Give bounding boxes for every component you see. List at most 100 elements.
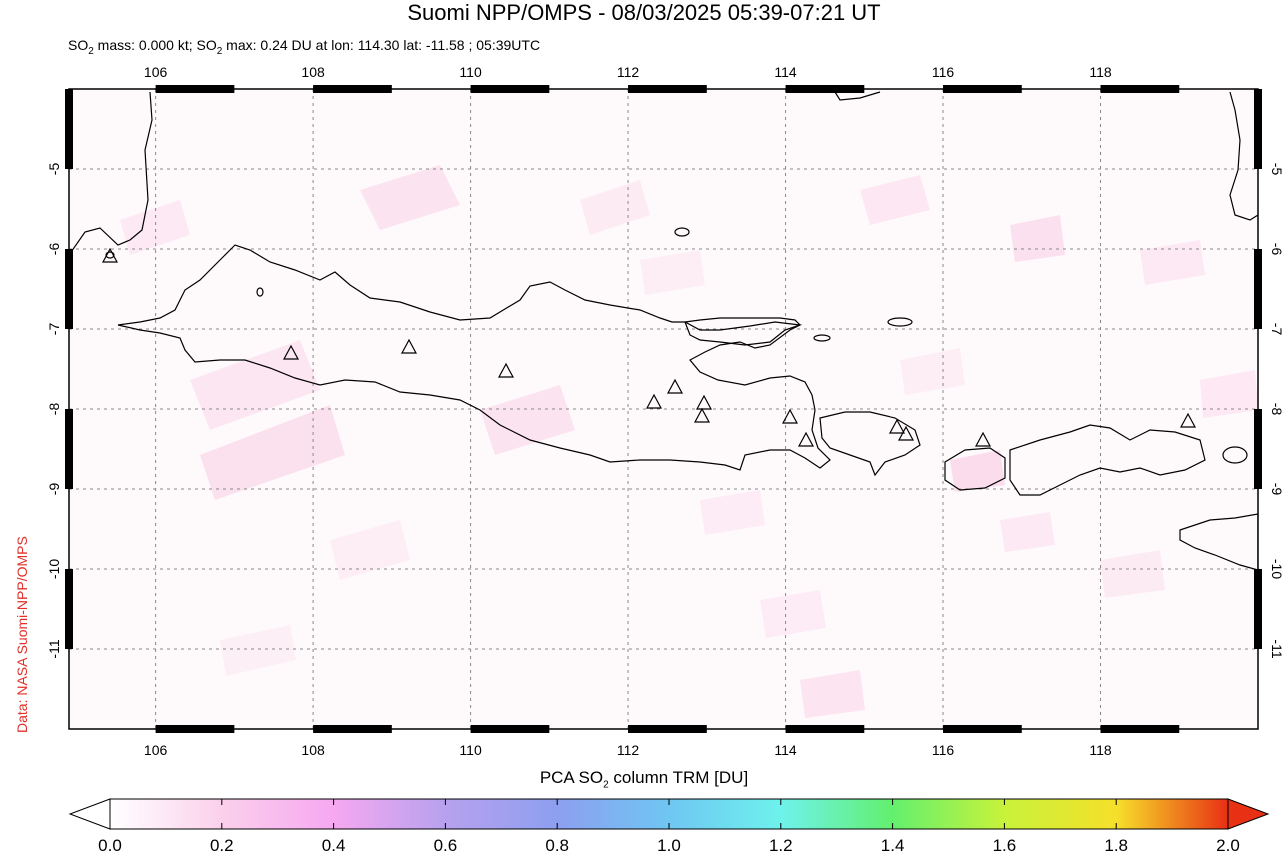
madura-coast <box>684 317 802 346</box>
island-bawean <box>887 317 913 327</box>
lon-tick-label: 116 <box>932 64 955 80</box>
lat-tick-label: -9 <box>46 483 62 496</box>
sumbawa-coast <box>1009 424 1206 496</box>
colorbar-under-arrow <box>68 798 111 830</box>
map-title: Suomi NPP/OMPS - 08/03/2025 05:39-07:21 … <box>407 0 881 25</box>
frame-bar-top <box>943 85 1022 93</box>
frame-bar-bottom <box>155 725 235 733</box>
frame-bar-bottom <box>785 725 865 733</box>
volcano-markers <box>101 247 1197 447</box>
frame-bar-left <box>65 249 73 329</box>
colorbar-tick-label: 0.6 <box>433 836 458 855</box>
volcano-triangle-icon <box>897 425 915 441</box>
lat-tick-label: -9 <box>1269 483 1285 496</box>
lon-tick-label: 106 <box>144 742 168 758</box>
lon-tick-label: 112 <box>617 742 640 758</box>
lon-labels-bottom: 106 108 110 112 114 116 118 <box>144 742 1112 758</box>
kalimantan-coast <box>834 91 881 101</box>
lat-tick-label: -11 <box>1269 639 1285 658</box>
sumatra-coast <box>69 91 153 256</box>
lon-labels-top: 106 108 110 112 114 116 118 <box>144 64 1112 80</box>
lon-tick-label: 110 <box>459 64 482 80</box>
frame-bar-bottom <box>943 725 1022 733</box>
colorbar-tick-label: 0.2 <box>209 836 234 855</box>
sumba-coast <box>1179 513 1258 571</box>
lat-labels-right: -5 -6 -7 -8 -9 -10 -11 <box>1269 163 1285 659</box>
island-kangean <box>813 334 831 342</box>
frame-bar-bottom <box>1100 725 1180 733</box>
volcano-triangle-icon <box>797 431 815 447</box>
frame-bar-right <box>1254 409 1262 489</box>
frame-bar-bottom <box>313 725 392 733</box>
colorbar-tick-label: 1.8 <box>1104 836 1129 855</box>
frame-bar-bottom <box>628 725 707 733</box>
lon-tick-label: 118 <box>1089 64 1112 80</box>
lat-tick-label: -6 <box>1269 243 1285 256</box>
frame-bar-right <box>1254 89 1262 169</box>
colorbar <box>68 798 1270 830</box>
frame-bar-bottom <box>470 725 550 733</box>
java-coast <box>117 244 831 471</box>
lon-tick-label: 110 <box>459 742 482 758</box>
lat-tick-label: -7 <box>1269 323 1285 336</box>
volcano-triangle-icon <box>400 338 418 354</box>
colorbar-over-arrow <box>1227 798 1270 830</box>
volcano-triangle-icon <box>666 378 684 394</box>
coastlines <box>69 91 1258 571</box>
lon-tick-label: 108 <box>301 742 325 758</box>
island-sangeang <box>1222 446 1248 464</box>
lon-tick-label: 116 <box>932 742 955 758</box>
frame-bar-top <box>628 85 707 93</box>
colorbar-tick-label: 0.8 <box>545 836 570 855</box>
frame-bar-top <box>155 85 235 93</box>
colorbar-tick-label: 0.4 <box>321 836 346 855</box>
frame-bar-top <box>470 85 550 93</box>
map-frame-bars <box>65 85 1262 733</box>
lon-tick-label: 118 <box>1089 742 1112 758</box>
frame-bar-left <box>65 569 73 649</box>
map-grid <box>69 89 1258 729</box>
colorbar-tick-label: 1.2 <box>768 836 793 855</box>
lat-tick-label: -10 <box>1269 559 1285 579</box>
lat-tick-label: -5 <box>1269 163 1285 176</box>
volcano-triangle-icon <box>695 394 713 410</box>
volcano-triangle-icon <box>781 408 799 424</box>
frame-bar-right <box>1254 249 1262 329</box>
volcano-triangle-icon <box>693 407 711 423</box>
lat-labels-left: -5 -6 -7 -8 -9 -10 -11 <box>46 163 62 659</box>
volcano-triangle-icon <box>888 418 906 434</box>
frame-bar-left <box>65 89 73 169</box>
map-subtitle: SO2 mass: 0.000 kt; SO2 max: 0.24 DU at … <box>68 37 541 57</box>
colorbar-tick-label: 2.0 <box>1216 836 1240 855</box>
colorbar-tick-label: 1.0 <box>657 836 681 855</box>
lat-tick-label: -8 <box>46 403 62 416</box>
lat-tick-label: -5 <box>46 163 62 176</box>
island-seribu <box>256 287 264 297</box>
frame-bar-top <box>313 85 392 93</box>
frame-bar-right <box>1254 569 1262 649</box>
volcano-triangle-icon <box>974 431 992 447</box>
lombok-coast <box>944 447 1006 491</box>
volcano-triangle-icon <box>497 362 515 378</box>
so2-pixels <box>120 165 1258 718</box>
lon-tick-label: 108 <box>301 64 325 80</box>
lon-tick-label: 114 <box>774 64 797 80</box>
bali-coast <box>819 411 921 477</box>
lat-tick-label: -10 <box>46 559 62 579</box>
lat-tick-label: -7 <box>46 323 62 336</box>
lat-tick-label: -11 <box>46 639 62 658</box>
volcano-triangle-icon <box>282 344 300 360</box>
frame-bar-top <box>785 85 865 93</box>
island-enggano <box>105 251 115 259</box>
colorbar-tick-label: 1.4 <box>880 836 905 855</box>
lon-tick-label: 112 <box>617 64 640 80</box>
frame-bar-top <box>1100 85 1180 93</box>
lon-tick-label: 106 <box>144 64 168 80</box>
colorbar-label: PCA SO2 column TRM [DU] <box>539 768 749 791</box>
volcano-triangle-icon <box>645 393 663 409</box>
volcano-triangle-icon <box>1179 412 1197 428</box>
colorbar-tick-label: 0.0 <box>98 836 122 855</box>
lat-tick-label: -6 <box>46 243 62 256</box>
lat-tick-label: -8 <box>1269 403 1285 416</box>
